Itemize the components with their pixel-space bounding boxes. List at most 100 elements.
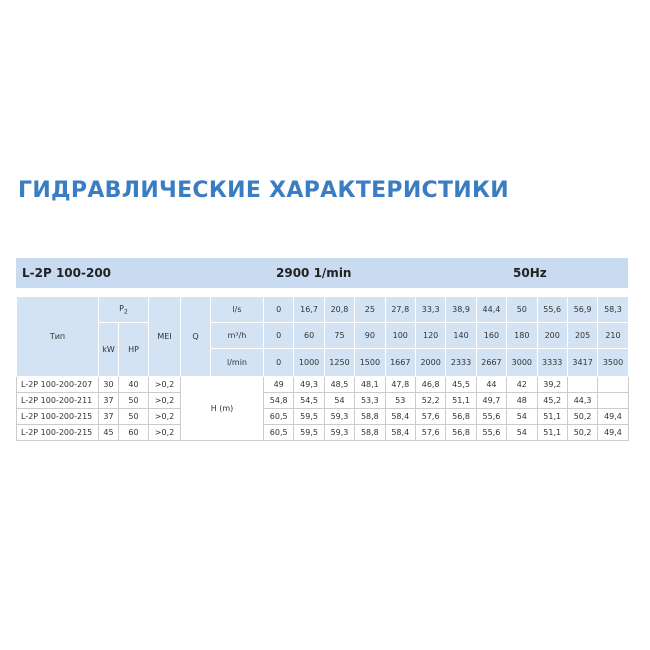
q-header: Q: [180, 296, 211, 377]
flow-value: 3333: [536, 348, 568, 377]
hp: 50: [118, 392, 149, 409]
flow-value: 1250: [323, 348, 356, 377]
flow-value: 33,3: [414, 296, 447, 323]
flow-value: 2667: [475, 348, 508, 377]
mei: >0,2: [148, 424, 181, 441]
head-value: 49: [262, 376, 295, 393]
hp-header: HP: [118, 322, 149, 377]
hp: 60: [118, 424, 149, 441]
head-value: 48,1: [354, 376, 386, 393]
flow-value: 1000: [293, 348, 325, 377]
head-value: 54: [323, 392, 356, 409]
head-value: 59,5: [293, 424, 325, 441]
head-value: 49,4: [597, 424, 629, 441]
head-value: 49,3: [293, 376, 325, 393]
flow-value: 75: [323, 322, 356, 349]
subscript: 2: [124, 308, 128, 316]
head-value: 48,5: [323, 376, 356, 393]
head-value: 57,6: [414, 424, 447, 441]
speed: 2900 1/min: [276, 266, 352, 280]
type-header: Тип: [16, 296, 99, 377]
kw: 45: [98, 424, 119, 441]
head-value: 48: [506, 392, 538, 409]
mei: >0,2: [148, 392, 181, 409]
head-value: 49,4: [597, 408, 629, 425]
mei: >0,2: [148, 408, 181, 425]
head-value: 51,1: [536, 424, 568, 441]
pump-type: L-2P 100-200-215: [16, 424, 99, 441]
head-value: 44,3: [566, 392, 599, 409]
head-value: 56,8: [445, 408, 477, 425]
head-value: 56,8: [445, 424, 477, 441]
flow-value: 38,9: [445, 296, 477, 323]
flow-value: 2333: [445, 348, 477, 377]
head-value: 46,8: [414, 376, 447, 393]
head-value: 59,5: [293, 408, 325, 425]
head-value: 55,6: [475, 424, 508, 441]
title: ГИДРАВЛИЧЕСКИЕ ХАРАКТЕРИСТИКИ: [18, 178, 510, 203]
head-value: 55,6: [475, 408, 508, 425]
hp: 50: [118, 408, 149, 425]
flow-value: 44,4: [475, 296, 508, 323]
flow-value: 0: [262, 348, 295, 377]
model-bar: L-2P 100-200 2900 1/min 50Hz: [16, 258, 628, 288]
head-value: 45,5: [445, 376, 477, 393]
flow-value: 2000: [414, 348, 447, 377]
kw: 37: [98, 408, 119, 425]
frequency: 50Hz: [513, 266, 547, 280]
head-value: 51,1: [445, 392, 477, 409]
flow-value: 16,7: [293, 296, 325, 323]
head-value: [597, 392, 629, 409]
flow-value: 90: [354, 322, 386, 349]
head-value: 60,5: [262, 408, 295, 425]
flow-value: 200: [536, 322, 568, 349]
head-value: 58,8: [354, 408, 386, 425]
mei: >0,2: [148, 376, 181, 393]
flow-value: 25: [354, 296, 386, 323]
head-value: 50,2: [566, 424, 599, 441]
head-value: 58,4: [384, 408, 416, 425]
head-value: 58,8: [354, 424, 386, 441]
flow-value: 140: [445, 322, 477, 349]
flow-value: 58,3: [597, 296, 629, 323]
mei-header: MEI: [148, 296, 181, 377]
head-value: 60,5: [262, 424, 295, 441]
flow-value: 1500: [354, 348, 386, 377]
head-value: 53,3: [354, 392, 386, 409]
flow-value: 1667: [384, 348, 416, 377]
head-value: 54,5: [293, 392, 325, 409]
hp: 40: [118, 376, 149, 393]
model: L-2P 100-200: [22, 266, 112, 280]
pump-type: L-2P 100-200-207: [16, 376, 99, 393]
head-value: 51,1: [536, 408, 568, 425]
unit: l/s: [210, 296, 264, 323]
head-value: 44: [475, 376, 508, 393]
head-value: 45,2: [536, 392, 568, 409]
head-value: 47,8: [384, 376, 416, 393]
flow-value: 20,8: [323, 296, 356, 323]
flow-value: 3500: [597, 348, 629, 377]
head-value: 59,3: [323, 408, 356, 425]
head-value: 49,7: [475, 392, 508, 409]
flow-value: 56,9: [566, 296, 599, 323]
flow-value: 120: [414, 322, 447, 349]
flow-value: 205: [566, 322, 599, 349]
flow-value: 180: [506, 322, 538, 349]
flow-value: 27,8: [384, 296, 416, 323]
head-value: [566, 376, 599, 393]
head-value: 54: [506, 424, 538, 441]
flow-value: 3000: [506, 348, 538, 377]
head-value: 54: [506, 408, 538, 425]
pump-type: L-2P 100-200-211: [16, 392, 99, 409]
kw: 30: [98, 376, 119, 393]
head-value: 58,4: [384, 424, 416, 441]
flow-value: 210: [597, 322, 629, 349]
head-value: 39,2: [536, 376, 568, 393]
head-value: [597, 376, 629, 393]
unit: m³/h: [210, 322, 264, 349]
flow-value: 160: [475, 322, 508, 349]
power-header: P2: [98, 296, 149, 323]
flow-value: 100: [384, 322, 416, 349]
